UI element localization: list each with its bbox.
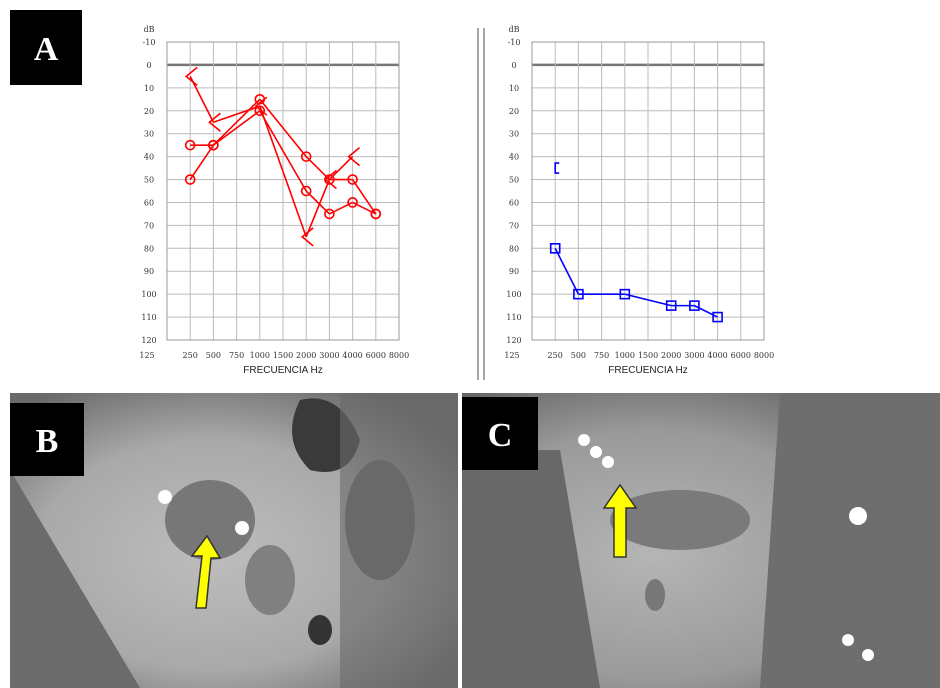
series-segment <box>694 306 717 317</box>
y-tick-label: 50 <box>509 176 519 185</box>
y-tick-label: 120 <box>141 336 156 345</box>
y-tick-label: 60 <box>509 198 519 207</box>
x-tick-label: 2000 <box>661 351 681 360</box>
x-tick-label: 8000 <box>389 351 409 360</box>
marker <box>555 163 559 173</box>
marker <box>186 67 197 85</box>
y-tick-label: 20 <box>509 107 519 116</box>
x-tick-label: 6000 <box>366 351 386 360</box>
y-axis-label: dB <box>144 25 155 34</box>
y-tick-label: 30 <box>144 130 154 139</box>
y-tick-label: -10 <box>508 38 521 47</box>
y-tick-label: 100 <box>141 290 156 299</box>
panel-label: C <box>488 417 513 454</box>
panel-label: A <box>34 31 59 68</box>
x-tick-label: 500 <box>206 351 221 360</box>
y-tick-label: 30 <box>509 130 519 139</box>
x-tick-label: 2000 <box>296 351 316 360</box>
y-tick-label: 90 <box>509 267 519 276</box>
y-tick-label: 60 <box>144 198 154 207</box>
x-tick-label: 8000 <box>754 351 774 360</box>
y-tick-label: 0 <box>146 61 151 70</box>
y-tick-label: 80 <box>509 244 519 253</box>
x-tick-label: 4000 <box>342 351 362 360</box>
x-tick-label: 3000 <box>319 351 339 360</box>
y-tick-label: 40 <box>144 153 154 162</box>
y-tick-label: 90 <box>144 267 154 276</box>
y-tick-label: 120 <box>506 336 521 345</box>
y-tick-label: 110 <box>506 313 521 322</box>
x-tick-label: 125 <box>139 351 154 360</box>
x-tick-label: 1500 <box>273 351 293 360</box>
divider <box>478 28 484 380</box>
y-tick-label: 110 <box>141 313 156 322</box>
x-tick-label: 750 <box>229 351 244 360</box>
x-tick-label: 1000 <box>615 351 635 360</box>
x-tick-label: 3000 <box>684 351 704 360</box>
x-tick-label: 1000 <box>250 351 270 360</box>
y-tick-label: 50 <box>144 176 154 185</box>
y-tick-label: 70 <box>144 221 154 230</box>
y-axis-label: dB <box>509 25 520 34</box>
y-tick-label: -10 <box>143 38 156 47</box>
x-tick-label: 500 <box>571 351 586 360</box>
y-tick-label: 20 <box>144 107 154 116</box>
series-segment <box>190 145 213 179</box>
y-tick-label: 0 <box>511 61 516 70</box>
y-tick-label: 10 <box>509 84 519 93</box>
y-tick-label: 10 <box>144 84 154 93</box>
y-tick-label: 40 <box>509 153 519 162</box>
x-tick-label: 250 <box>548 351 563 360</box>
x-tick-label: 750 <box>594 351 609 360</box>
panel-label: B <box>36 423 59 460</box>
x-tick-label: 6000 <box>731 351 751 360</box>
y-tick-label: 70 <box>509 221 519 230</box>
y-tick-label: 80 <box>144 244 154 253</box>
x-axis-label: FRECUENCIA Hz <box>608 365 687 376</box>
x-tick-label: 125 <box>504 351 519 360</box>
x-tick-label: 1500 <box>638 351 658 360</box>
x-axis-label: FRECUENCIA Hz <box>243 365 322 376</box>
figure: A B C dB-1001020304050607080901001101201… <box>0 0 940 688</box>
x-tick-label: 4000 <box>707 351 727 360</box>
y-tick-label: 100 <box>506 290 521 299</box>
x-tick-label: 250 <box>183 351 198 360</box>
